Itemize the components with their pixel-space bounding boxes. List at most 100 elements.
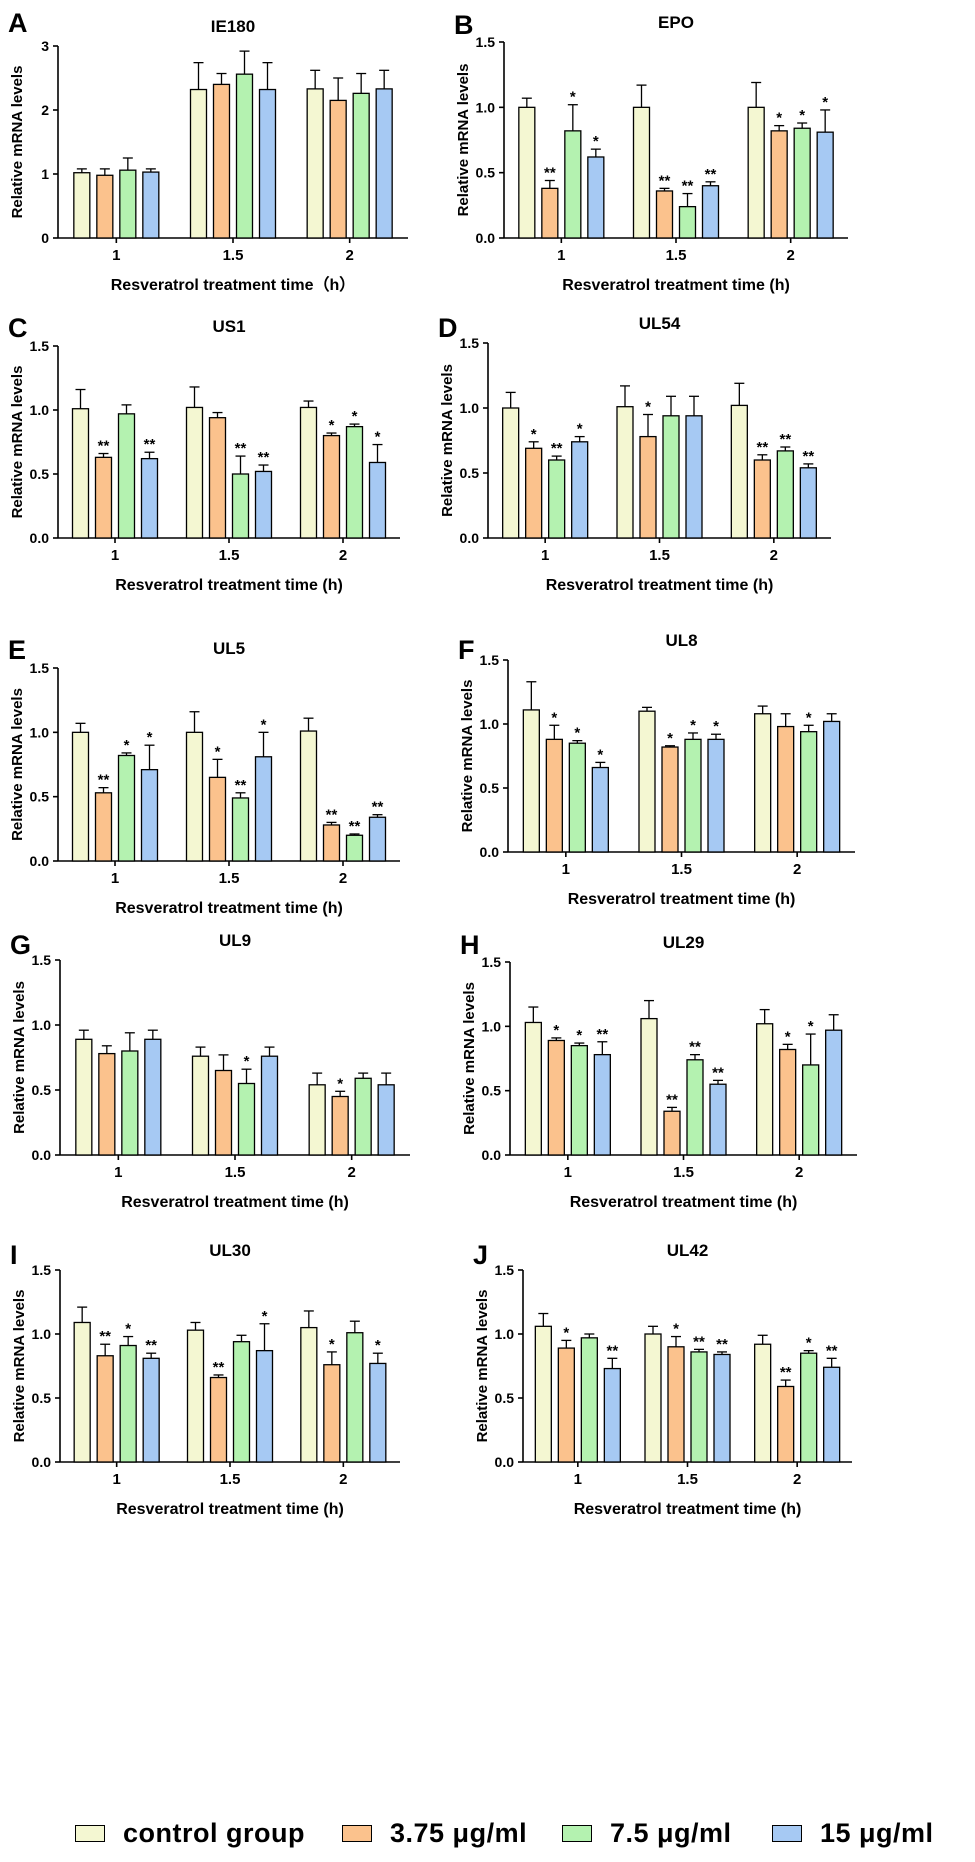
chart-title: UL54 xyxy=(639,314,681,333)
y-tick-label: 1.5 xyxy=(495,1262,515,1278)
significance-marker: ** xyxy=(712,1064,724,1081)
legend-swatch-3-75 xyxy=(342,1824,372,1842)
bar xyxy=(747,106,765,239)
bar xyxy=(214,1069,233,1156)
significance-marker: * xyxy=(124,737,130,754)
significance-marker: * xyxy=(799,107,805,124)
x-axis-label: Resveratrol treatment time (h) xyxy=(574,1501,802,1518)
bar xyxy=(299,730,318,862)
x-tick-label: 1 xyxy=(562,861,570,878)
bar xyxy=(800,1352,818,1463)
bar xyxy=(71,731,90,862)
bar xyxy=(816,131,834,239)
significance-marker: * xyxy=(785,1028,791,1045)
bar xyxy=(185,406,204,539)
significance-marker: ** xyxy=(779,431,791,448)
significance-marker: * xyxy=(244,1053,250,1070)
panel-letter: I xyxy=(10,1240,18,1270)
significance-marker: ** xyxy=(235,777,247,794)
bar xyxy=(678,205,697,239)
bar xyxy=(300,1326,318,1463)
bar xyxy=(189,88,208,239)
chart-title: IE180 xyxy=(211,17,255,36)
y-tick-label: 1.0 xyxy=(482,1018,502,1034)
bar xyxy=(254,470,273,539)
bar xyxy=(94,456,113,539)
significance-marker: ** xyxy=(258,449,270,466)
chart-title: UL5 xyxy=(213,639,245,658)
significance-marker: ** xyxy=(349,818,361,835)
bar xyxy=(707,738,725,853)
bar xyxy=(777,725,795,853)
significance-marker: ** xyxy=(716,1336,728,1353)
significance-marker: * xyxy=(822,94,828,111)
bar xyxy=(237,1082,256,1156)
x-tick-label: 2 xyxy=(793,861,801,878)
significance-marker: ** xyxy=(235,440,247,457)
bar xyxy=(96,1355,114,1463)
bar xyxy=(368,461,387,539)
y-axis-label: Relative mRNA levels xyxy=(439,364,456,517)
significance-marker: ** xyxy=(659,172,671,189)
x-axis-label: Resveratrol treatment time（h） xyxy=(111,276,356,294)
bar xyxy=(655,190,674,239)
bar xyxy=(377,1084,395,1156)
bar xyxy=(644,1333,662,1463)
significance-marker: * xyxy=(808,1018,814,1035)
significance-marker: * xyxy=(375,429,381,446)
bar xyxy=(322,824,341,862)
significance-marker: ** xyxy=(693,1333,705,1350)
y-tick-label: 1.5 xyxy=(30,660,50,676)
significance-marker: * xyxy=(329,417,335,434)
bar xyxy=(260,1055,279,1156)
significance-marker: * xyxy=(262,1308,268,1325)
legend-label-15: 15 μg/ml xyxy=(820,1817,934,1848)
bar xyxy=(754,1343,772,1463)
chart-title: UL29 xyxy=(663,933,705,952)
significance-marker: ** xyxy=(551,440,563,457)
bar xyxy=(144,1038,162,1156)
bar xyxy=(75,1038,93,1156)
x-tick-label: 2 xyxy=(347,1164,355,1181)
significance-marker: * xyxy=(593,133,599,150)
significance-marker: * xyxy=(147,729,153,746)
y-tick-label: 0.0 xyxy=(32,1147,52,1163)
y-tick-label: 1.5 xyxy=(32,952,52,968)
legend-swatch-7-5 xyxy=(562,1824,592,1842)
bar xyxy=(142,171,160,239)
bar xyxy=(231,473,250,539)
y-axis-label: Relative mRNA levels xyxy=(455,64,472,217)
legend-item-15: 15 μg/ml xyxy=(772,1818,934,1848)
bar xyxy=(73,1321,91,1463)
y-tick-label: 0.0 xyxy=(476,230,496,246)
bar xyxy=(329,99,347,239)
bar xyxy=(690,1351,708,1463)
bar xyxy=(94,792,113,862)
y-axis-label: Relative mRNA levels xyxy=(459,680,476,833)
bar xyxy=(662,415,680,539)
significance-marker: * xyxy=(577,421,583,438)
x-tick-label: 2 xyxy=(795,1164,803,1181)
significance-marker: * xyxy=(597,746,603,763)
bar xyxy=(121,1050,139,1156)
y-axis-label: Relative mRNA levels xyxy=(474,1290,491,1443)
significance-marker: ** xyxy=(596,1026,608,1043)
y-tick-label: 0.0 xyxy=(460,530,480,546)
x-tick-label: 1.5 xyxy=(677,1471,698,1488)
bar xyxy=(208,417,227,539)
bar xyxy=(591,766,609,853)
y-tick-label: 2 xyxy=(41,102,49,118)
x-tick-label: 1.5 xyxy=(223,247,244,264)
bar xyxy=(518,106,536,239)
panel-A: A IE180 0 1 2 3 Relative mRNA levels 1 1.5 2 Resve… xyxy=(8,8,408,294)
significance-marker: * xyxy=(673,1321,679,1338)
bar xyxy=(570,1044,588,1156)
bar xyxy=(119,1344,137,1463)
bar xyxy=(756,1023,774,1156)
bar xyxy=(119,169,137,239)
y-tick-label: 1.0 xyxy=(480,716,500,732)
significance-marker: ** xyxy=(666,1091,678,1108)
